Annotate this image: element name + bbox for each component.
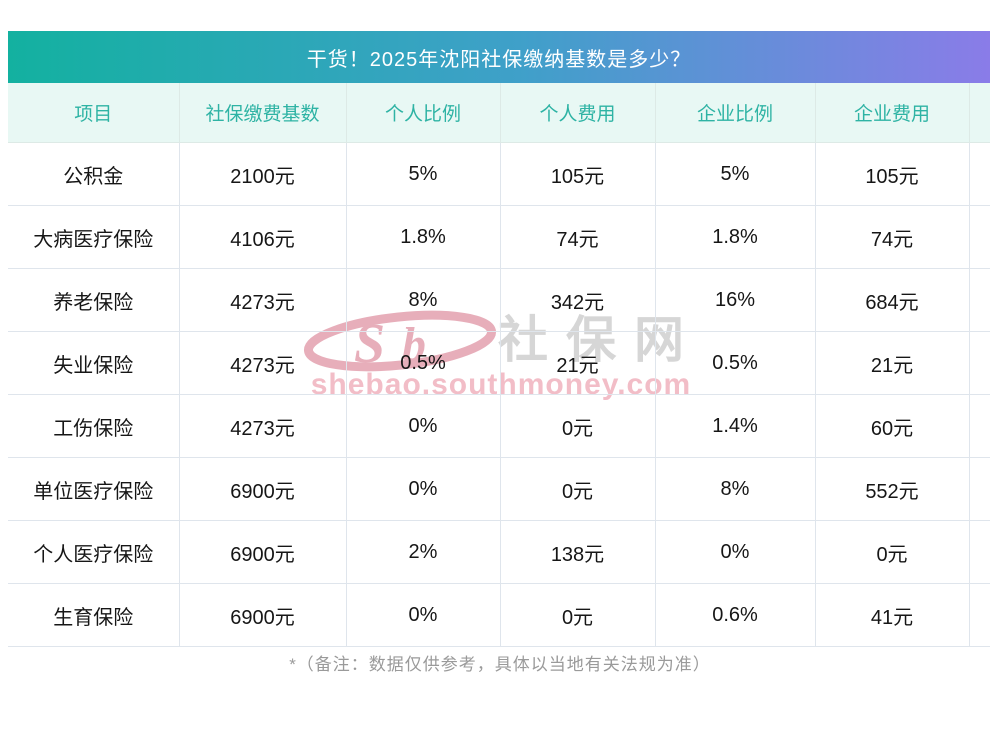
row-label: 个人医疗保险 (8, 520, 180, 584)
table-cell: 105元 (814, 142, 970, 206)
spacer-cell (968, 331, 990, 395)
table-row: 养老保险 4273元 8% 342元 16% 684元 (8, 268, 990, 332)
table-cell: 1.8% (345, 205, 501, 269)
table-cell: 0.6% (654, 583, 816, 647)
table-cell: 5% (654, 142, 816, 206)
spacer-column-header (968, 83, 990, 143)
spacer-cell (968, 457, 990, 521)
table-cell: 1.4% (654, 394, 816, 458)
table-cell: 0元 (814, 520, 970, 584)
title-bar: 干货！2025年沈阳社保缴纳基数是多少？ (8, 31, 990, 83)
footnote: *（备注：数据仅供参考，具体以当地有关法规为准） (289, 655, 711, 674)
table-row: 失业保险 4273元 0.5% 21元 0.5% 21元 (8, 331, 990, 395)
table-cell: 138元 (499, 520, 656, 584)
table-cell: 1.8% (654, 205, 816, 269)
table-cell: 41元 (814, 583, 970, 647)
table-cell: 2100元 (178, 142, 347, 206)
table-cell: 342元 (499, 268, 656, 332)
table-cell: 0元 (499, 394, 656, 458)
table-cell: 74元 (499, 205, 656, 269)
table-cell: 684元 (814, 268, 970, 332)
row-label: 单位医疗保险 (8, 457, 180, 521)
table-row: 个人医疗保险 6900元 2% 138元 0% 0元 (8, 520, 990, 584)
table-cell: 74元 (814, 205, 970, 269)
social-security-table: 项目 社保缴费基数 个人比例 个人费用 企业比例 企业费用 公积金 2100元 5% 105元 5… (8, 83, 990, 647)
spacer-cell (968, 583, 990, 647)
table-cell: 0元 (499, 583, 656, 647)
page-title: 干货！2025年沈阳社保缴纳基数是多少？ (306, 48, 692, 71)
row-label: 大病医疗保险 (8, 205, 180, 269)
table-cell: 4273元 (178, 331, 347, 395)
spacer-cell (968, 394, 990, 458)
column-header: 项目 (8, 83, 180, 143)
spacer-cell (968, 205, 990, 269)
table-cell: 6900元 (178, 457, 347, 521)
table-row: 工伤保险 4273元 0% 0元 1.4% 60元 (8, 394, 990, 458)
table-cell: 0% (345, 394, 501, 458)
table-cell: 21元 (814, 331, 970, 395)
table-cell: 0% (345, 457, 501, 521)
table-cell: 0% (345, 583, 501, 647)
table-cell: 4273元 (178, 268, 347, 332)
table-cell: 0元 (499, 457, 656, 521)
spacer-cell (968, 520, 990, 584)
column-header: 个人费用 (499, 83, 656, 143)
table-cell: 8% (654, 457, 816, 521)
row-label: 失业保险 (8, 331, 180, 395)
table-cell: 2% (345, 520, 501, 584)
spacer-cell (968, 142, 990, 206)
column-header: 社保缴费基数 (178, 83, 347, 143)
row-label: 工伤保险 (8, 394, 180, 458)
table-cell: 6900元 (178, 520, 347, 584)
spacer-cell (968, 268, 990, 332)
table-cell: 60元 (814, 394, 970, 458)
table-cell: 4273元 (178, 394, 347, 458)
table-cell: 21元 (499, 331, 656, 395)
table-cell: 0.5% (345, 331, 501, 395)
table-row: 生育保险 6900元 0% 0元 0.6% 41元 (8, 583, 990, 647)
table-cell: 5% (345, 142, 501, 206)
row-label: 公积金 (8, 142, 180, 206)
table-row: 公积金 2100元 5% 105元 5% 105元 (8, 142, 990, 206)
table-row: 单位医疗保险 6900元 0% 0元 8% 552元 (8, 457, 990, 521)
table-row: 大病医疗保险 4106元 1.8% 74元 1.8% 74元 (8, 205, 990, 269)
table-cell: 552元 (814, 457, 970, 521)
table-cell: 8% (345, 268, 501, 332)
row-label: 养老保险 (8, 268, 180, 332)
column-header: 企业比例 (654, 83, 816, 143)
table-header-row: 项目 社保缴费基数 个人比例 个人费用 企业比例 企业费用 (8, 83, 990, 143)
table-cell: 105元 (499, 142, 656, 206)
table-cell: 0% (654, 520, 816, 584)
row-label: 生育保险 (8, 583, 180, 647)
table-cell: 0.5% (654, 331, 816, 395)
table-cell: 16% (654, 268, 816, 332)
column-header: 企业费用 (814, 83, 970, 143)
table-cell: 4106元 (178, 205, 347, 269)
table-cell: 6900元 (178, 583, 347, 647)
column-header: 个人比例 (345, 83, 501, 143)
